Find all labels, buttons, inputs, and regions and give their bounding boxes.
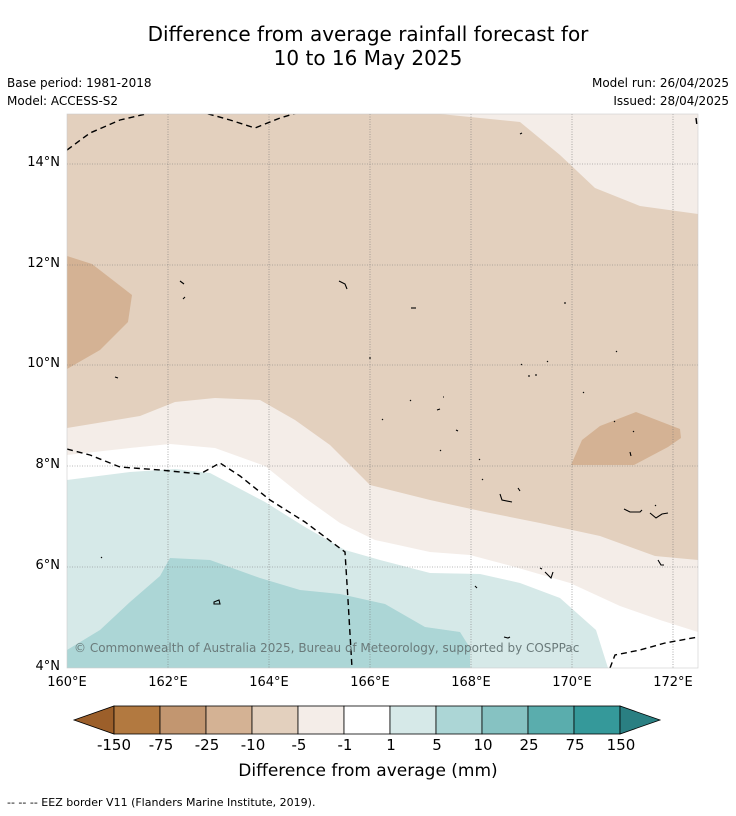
colorbar-swatch xyxy=(343,705,391,735)
graticule xyxy=(67,114,698,668)
colorbar-swatch xyxy=(527,705,575,735)
lon-label-166e: 166°E xyxy=(350,675,390,690)
model-run: Model run: 26/04/2025 xyxy=(591,76,729,90)
eez-legend: -- -- -- EEZ border V11 (Flanders Marine… xyxy=(7,796,316,809)
colorbar-tick-label: -10 xyxy=(240,736,266,754)
colorbar-tick-label: -75 xyxy=(148,736,174,754)
lon-label-164e: 164°E xyxy=(249,675,289,690)
metadata-left: Base period: 1981-2018 Model: ACCESS-S2 xyxy=(7,74,152,110)
base-period: Base period: 1981-2018 xyxy=(7,76,152,90)
lon-label-162e: 162°E xyxy=(148,675,188,690)
zone-wet-5-10 xyxy=(67,558,470,668)
lon-label-160e: 160°E xyxy=(47,675,87,690)
colorbar-swatch xyxy=(297,705,345,735)
colorbar-tick-label: 25 xyxy=(519,736,539,754)
colorbar-tick-label: -25 xyxy=(194,736,220,754)
colorbar-swatch xyxy=(205,705,253,735)
lat-label-12n: 12°N xyxy=(27,256,60,271)
title-line-1: Difference from average rainfall forecas… xyxy=(147,22,589,46)
metadata-right: Model run: 26/04/2025 Issued: 28/04/2025 xyxy=(592,74,729,110)
colorbar-swatch xyxy=(389,705,437,735)
issued-date: Issued: 28/04/2025 xyxy=(613,94,729,108)
lat-label-14n: 14°N xyxy=(27,155,60,170)
colorbar-tick-label: 5 xyxy=(432,736,442,754)
lat-label-8n: 8°N xyxy=(35,457,61,472)
lon-label-170e: 170°E xyxy=(552,675,592,690)
lat-label-6n: 6°N xyxy=(35,558,61,573)
model-name: Model: ACCESS-S2 xyxy=(7,94,119,108)
colorbar-tick-label: -1 xyxy=(337,736,353,754)
colorbar-tick-label: -5 xyxy=(291,736,307,754)
lon-label-172e: 172°E xyxy=(653,675,693,690)
chart-title: Difference from average rainfall forecas… xyxy=(0,22,736,70)
islands xyxy=(100,132,669,639)
colorbar-label: Difference from average (mm) xyxy=(238,761,498,781)
colorbar-swatch xyxy=(573,705,621,735)
colorbar-tick-label: 10 xyxy=(473,736,493,754)
lat-label-10n: 10°N xyxy=(27,356,60,371)
colorbar-swatch xyxy=(113,705,161,735)
colorbar-swatch xyxy=(481,705,529,735)
eez-borders xyxy=(67,114,698,668)
colorbar-tick-label: 1 xyxy=(386,736,396,754)
colorbar-swatch xyxy=(251,705,299,735)
copyright-notice: © Commonwealth of Australia 2025, Bureau… xyxy=(74,641,580,655)
title-line-2: 10 to 16 May 2025 xyxy=(273,46,463,70)
colorbar-swatch xyxy=(435,705,483,735)
zone-dry-25-10-west xyxy=(67,256,132,369)
colorbar-tick-label: -150 xyxy=(96,736,132,754)
zone-dry-25-10-east xyxy=(571,412,681,465)
zone-dry-10-5 xyxy=(67,114,698,560)
colorbar-swatch xyxy=(159,705,207,735)
lat-label-4n: 4°N xyxy=(35,659,61,674)
colorbar xyxy=(72,705,662,735)
lon-label-168e: 168°E xyxy=(451,675,491,690)
rainfall-map xyxy=(67,114,698,668)
colorbar-arrow-high xyxy=(619,705,662,735)
colorbar-tick-label: 150 xyxy=(606,736,636,754)
colorbar-arrow-low xyxy=(72,705,115,735)
colorbar-tick-label: 75 xyxy=(565,736,585,754)
